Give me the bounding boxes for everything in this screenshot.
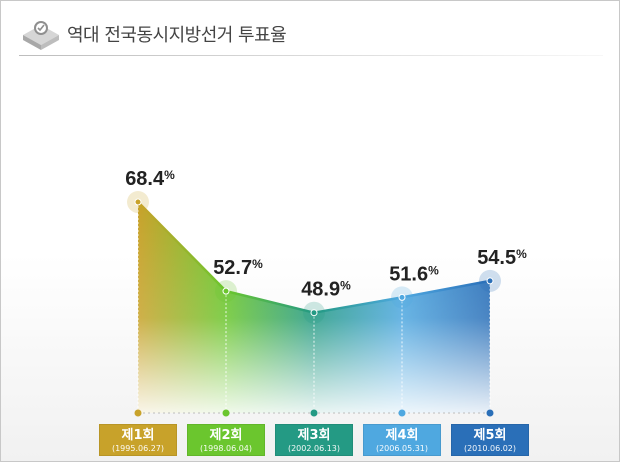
election-tab-3[interactable]: 제3회 (2002.06.13) [275, 424, 353, 456]
data-point-4 [398, 293, 406, 301]
value-label-3: 48.9% [301, 279, 351, 301]
election-date-2: (1998.06.04) [199, 444, 253, 453]
category-label-4: 제4회 [385, 428, 419, 443]
election-date-5: (2010.06.02) [463, 444, 517, 453]
data-point-5 [486, 277, 494, 285]
election-tab-2[interactable]: 제2회 (1998.06.04) [187, 424, 265, 456]
title-divider [19, 55, 603, 56]
baseline-marker-2 [222, 409, 230, 417]
data-point-3 [310, 309, 318, 317]
election-tab-4[interactable]: 제4회 (2006.05.31) [363, 424, 441, 456]
category-label-3: 제3회 [297, 428, 331, 443]
election-date-4: (2006.05.31) [375, 444, 429, 453]
baseline-marker-1 [134, 409, 142, 417]
baseline-marker-5 [486, 409, 494, 417]
category-label-2: 제2회 [209, 428, 243, 443]
election-date-1: (1995.06.27) [111, 444, 165, 453]
baseline-marker-3 [310, 409, 318, 417]
data-point-2 [222, 287, 230, 295]
election-tab-5[interactable]: 제5회 (2010.06.02) [451, 424, 529, 456]
election-tab-1[interactable]: 제1회 (1995.06.27) [99, 424, 177, 456]
baseline-marker-4 [398, 409, 406, 417]
category-label-5: 제5회 [473, 428, 507, 443]
value-label-4: 51.6% [389, 263, 439, 285]
data-point-1 [134, 198, 142, 206]
page-title: 역대 전국동시지방선거 투표율 [67, 25, 287, 46]
ballot-box-icon [23, 21, 59, 50]
category-label-1: 제1회 [121, 428, 155, 443]
value-label-5: 54.5% [477, 247, 527, 269]
election-date-3: (2002.06.13) [287, 444, 341, 453]
value-label-1: 68.4% [125, 168, 175, 190]
value-label-2: 52.7% [213, 257, 263, 279]
